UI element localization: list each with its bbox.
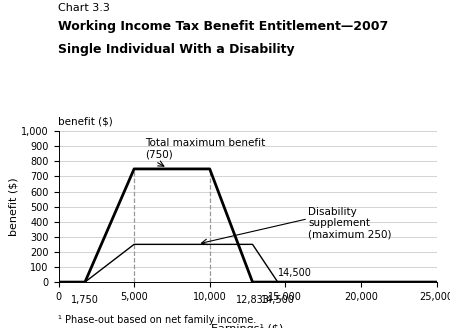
Text: Working Income Tax Benefit Entitlement—2007: Working Income Tax Benefit Entitlement—2… [58, 20, 389, 33]
Text: Single Individual With a Disability: Single Individual With a Disability [58, 43, 295, 56]
Text: ¹ Phase-out based on net family income.: ¹ Phase-out based on net family income. [58, 315, 257, 325]
Text: 14,500: 14,500 [278, 268, 311, 277]
X-axis label: Earnings¹ ($): Earnings¹ ($) [212, 324, 284, 328]
Text: Chart 3.3: Chart 3.3 [58, 3, 110, 13]
Text: 1,750: 1,750 [71, 295, 99, 305]
Text: Total maximum benefit
(750): Total maximum benefit (750) [145, 138, 265, 160]
Text: 14,500: 14,500 [261, 295, 295, 305]
Text: Disability
supplement
(maximum 250): Disability supplement (maximum 250) [308, 207, 392, 240]
Y-axis label: benefit ($): benefit ($) [9, 177, 18, 236]
Text: 12,833: 12,833 [236, 295, 270, 305]
Text: benefit ($): benefit ($) [58, 116, 113, 126]
